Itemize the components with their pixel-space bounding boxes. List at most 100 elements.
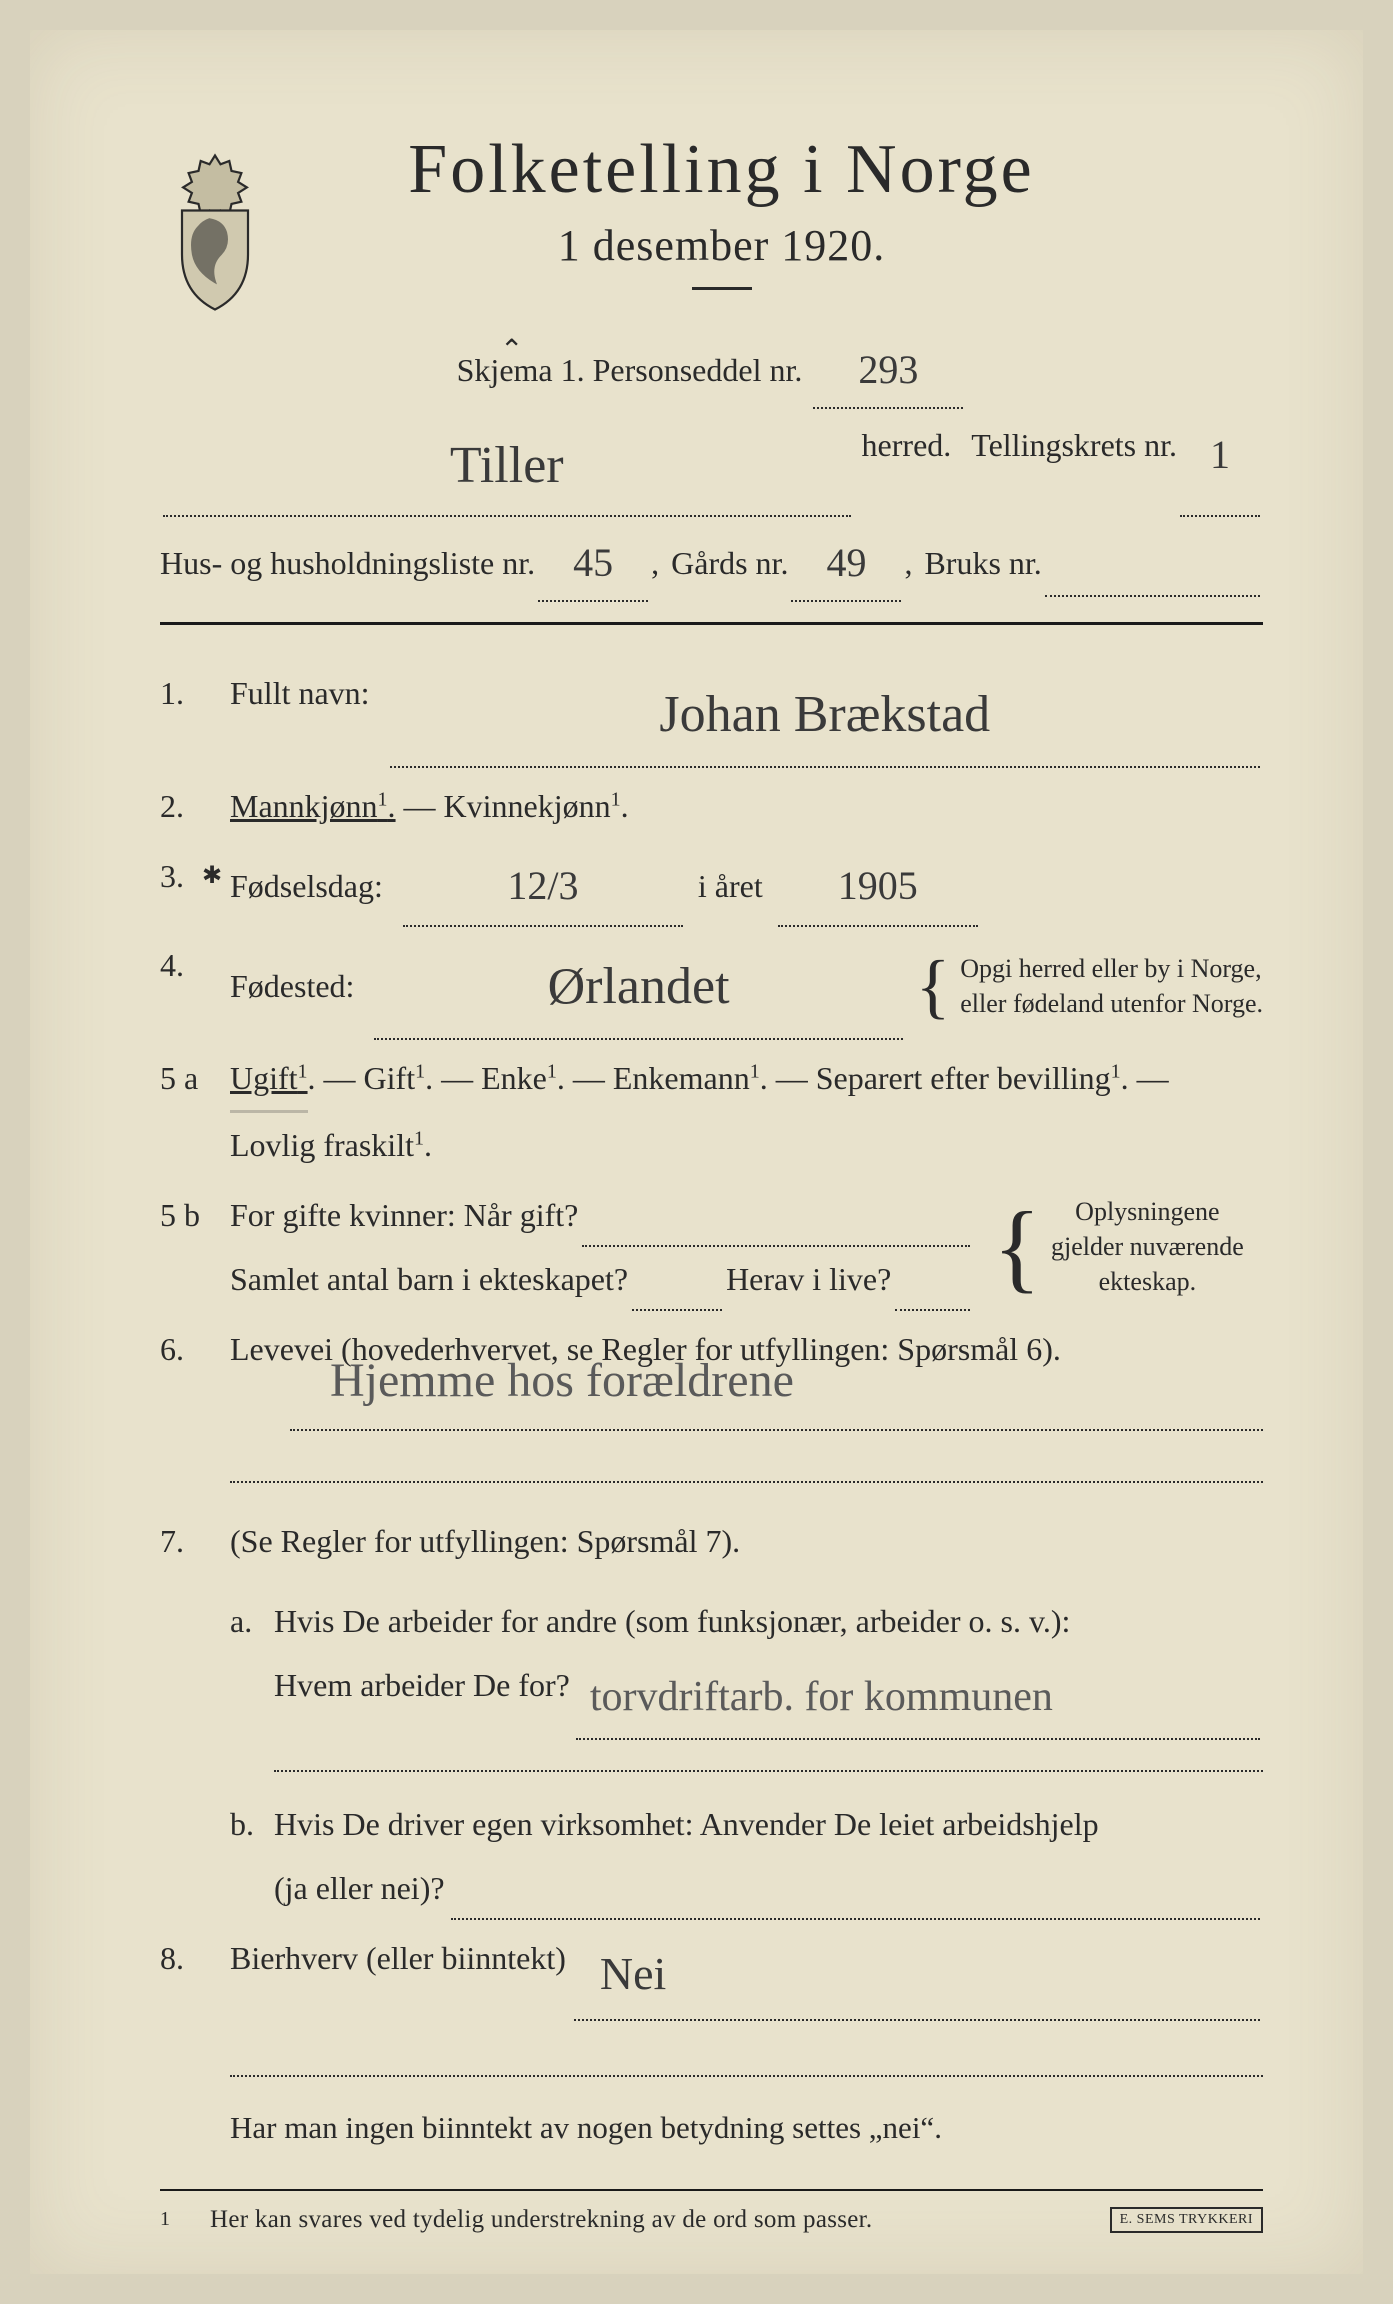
q7b-line1: Hvis De driver egen virksomhet: Anvender… <box>274 1792 1263 1856</box>
q5a-ugift: Ugift1 <box>230 1046 308 1113</box>
q7a: a. Hvis De arbeider for andre (som funks… <box>230 1589 1263 1792</box>
q5a-gift: Gift <box>364 1060 416 1096</box>
q7: 7. (Se Regler for utfyllingen: Spørsmål … <box>160 1509 1263 1920</box>
brace-icon: { <box>916 967 951 1007</box>
q5b-barn-field <box>632 1247 722 1311</box>
title-rule <box>692 287 752 290</box>
q7a-value: torvdriftarb. for kommunen <box>582 1655 1053 1739</box>
skjema-line: ⌃ Skjema 1. Personseddel nr. 293 <box>160 330 1263 409</box>
q5b-note3: ekteskap. <box>1099 1267 1196 1296</box>
q5a-fraskilt: Lovlig fraskilt <box>230 1127 414 1163</box>
footnote-text: Her kan svares ved tydelig understreknin… <box>210 2206 872 2234</box>
q7-num: 7. <box>160 1509 230 1920</box>
hushold-field: 45 <box>538 523 648 602</box>
q7a-letter: a. <box>230 1589 274 1792</box>
herred-value: Tiller <box>450 417 564 516</box>
question-block: 1. Fullt navn: Johan Brækstad 2. Mannkjø… <box>160 661 1263 2159</box>
q7b: b. Hvis De driver egen virksomhet: Anven… <box>230 1792 1263 1920</box>
q5b-line2a: Samlet antal barn i ekteskapet? <box>230 1247 628 1311</box>
q4-value: Ørlandet <box>548 935 730 1039</box>
q7b-field <box>451 1856 1260 1920</box>
q7a-line2: Hvem arbeider De for? <box>274 1653 570 1740</box>
q4-label: Fødested: <box>230 954 354 1018</box>
q5a: 5 a Ugift1. — Gift1. — Enke1. — Enkemann… <box>160 1046 1263 1177</box>
gards-value: 49 <box>826 525 866 601</box>
personseddel-field: 293 <box>813 330 963 409</box>
meta-block: ⌃ Skjema 1. Personseddel nr. 293 Tiller … <box>160 330 1263 602</box>
bruks-label: Bruks nr. <box>912 533 1041 594</box>
hushold-value: 45 <box>573 525 613 601</box>
q5b: 5 b For gifte kvinner: Når gift? Samlet … <box>160 1183 1263 1311</box>
q6: 6. Levevei (hovederhvervet, se Regler fo… <box>160 1317 1263 1503</box>
q5b-note2: gjelder nuværende <box>1051 1232 1244 1261</box>
q1-label: Fullt navn: <box>230 661 370 768</box>
q8-field-2 <box>230 2045 1263 2077</box>
hushold-line: Hus- og husholdningsliste nr. 45, Gårds … <box>160 523 1263 602</box>
q7b-letter: b. <box>230 1792 274 1920</box>
q3-year-value: 1905 <box>838 846 918 926</box>
q4-note: { Opgi herred eller by i Norge, eller fø… <box>916 951 1263 1021</box>
header: Folketelling i Norge 1 desember 1920. <box>160 130 1263 320</box>
personseddel-value: 293 <box>858 332 918 408</box>
q1: 1. Fullt navn: Johan Brækstad <box>160 661 1263 768</box>
caret-mark: ⌃ <box>500 324 523 377</box>
q5b-note1: Oplysningene <box>1075 1197 1219 1226</box>
q6-num: 6. <box>160 1317 230 1503</box>
q6-field-2 <box>230 1451 1263 1483</box>
printer-stamp: E. SEMS TRYKKERI <box>1110 2207 1263 2233</box>
gards-label: Gårds nr. <box>659 533 788 594</box>
q7b-line2: (ja eller nei)? <box>274 1856 445 1920</box>
gards-field: 49 <box>791 523 901 602</box>
q7a-line1: Hvis De arbeider for andre (som funksjon… <box>274 1589 1263 1653</box>
q8-num: 8. <box>160 1926 230 2021</box>
herred-label: herred. <box>854 415 972 517</box>
bruks-field <box>1045 533 1260 597</box>
q8: 8. Bierhverv (eller biinntekt) Nei <box>160 1926 1263 2021</box>
q3-year-field: 1905 <box>778 844 978 927</box>
footer-note: Har man ingen biinntekt av nogen betydni… <box>230 2097 1263 2159</box>
q4-note2: eller fødeland utenfor Norge. <box>960 989 1263 1018</box>
q3: ✱ 3. Fødselsdag: 12/3 i året 1905 <box>160 844 1263 927</box>
q5a-enke: Enke <box>481 1060 547 1096</box>
q3-day-field: 12/3 <box>403 844 683 927</box>
q5b-num: 5 b <box>160 1183 230 1311</box>
hushold-label: Hus- og husholdningsliste nr. <box>160 533 535 594</box>
census-form-page: Folketelling i Norge 1 desember 1920. ⌃ … <box>30 30 1363 2274</box>
q5b-nargift-field <box>582 1183 970 1247</box>
q5a-enkemann: Enkemann <box>613 1060 750 1096</box>
q8-field: Nei <box>574 1926 1260 2021</box>
q5a-num: 5 a <box>160 1046 230 1177</box>
q1-field: Johan Brækstad <box>390 661 1260 768</box>
divider-thin <box>160 2189 1263 2191</box>
page-title: Folketelling i Norge <box>300 130 1143 210</box>
q5b-line1a: For gifte kvinner: Når gift? <box>230 1183 578 1247</box>
q4-note1: Opgi herred eller by i Norge, <box>960 954 1261 983</box>
q1-num: 1. <box>160 661 230 768</box>
q7-label: (Se Regler for utfyllingen: Spørsmål 7). <box>230 1509 1263 1573</box>
q2-num: 2. <box>160 774 230 838</box>
q2-dash: — <box>404 788 444 824</box>
footnote-bar: 1 Her kan svares ved tydelig understrekn… <box>160 2206 1263 2234</box>
q5b-ilive-field <box>895 1247 970 1311</box>
tellingskrets-value: 1 <box>1210 417 1230 493</box>
title-block: Folketelling i Norge 1 desember 1920. <box>300 130 1263 320</box>
tellingskrets-label: Tellingskrets nr. <box>971 415 1177 517</box>
q2-mann: Mannkjønn1 <box>230 788 388 824</box>
q1-value: Johan Brækstad <box>659 663 990 767</box>
tellingskrets-field: 1 <box>1180 415 1260 517</box>
herred-field: Tiller <box>163 415 851 517</box>
brace-icon: { <box>993 1219 1041 1274</box>
q7a-field: torvdriftarb. for kommunen <box>576 1653 1260 1740</box>
page-subtitle: 1 desember 1920. <box>300 220 1143 271</box>
q2-kvinne: Kvinnekjønn <box>444 788 611 824</box>
q8-label: Bierhverv (eller biinntekt) <box>230 1926 566 2021</box>
herred-line: Tiller herred. Tellingskrets nr. 1 <box>160 415 1263 517</box>
q8-value: Nei <box>580 1928 666 2020</box>
q4-field: Ørlandet <box>374 933 902 1040</box>
q4-num: 4. <box>160 933 230 1040</box>
q5a-sep: Separert efter bevilling <box>816 1060 1111 1096</box>
coat-of-arms-icon <box>160 150 270 320</box>
q3-day-value: 12/3 <box>507 846 578 926</box>
footnote-num: 1 <box>160 2208 210 2231</box>
dagger-mark: ✱ <box>202 852 222 900</box>
